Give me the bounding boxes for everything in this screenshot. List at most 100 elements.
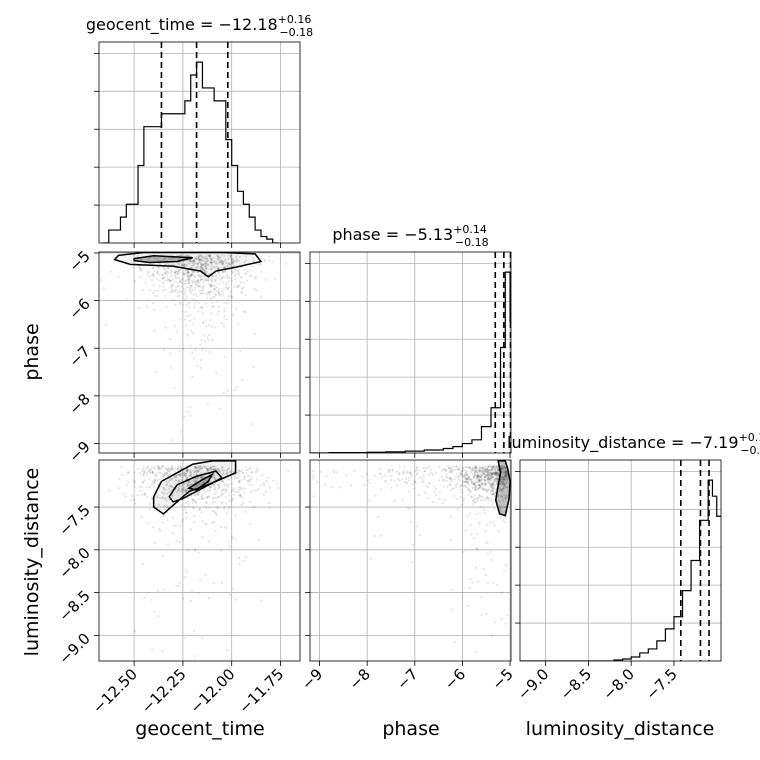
- sample-point: [486, 478, 489, 481]
- sample-point: [409, 472, 412, 475]
- sample-point: [191, 298, 194, 301]
- sample-point: [479, 478, 482, 481]
- sample-point: [133, 471, 136, 474]
- sample-point: [248, 483, 251, 486]
- sample-point: [201, 268, 205, 271]
- title-minus-error: −0.18: [455, 236, 489, 249]
- sample-point: [151, 266, 154, 269]
- sample-point: [487, 478, 491, 481]
- y-tick-label: −9.0: [55, 629, 93, 667]
- sample-point: [230, 258, 233, 261]
- sample-point: [211, 305, 214, 308]
- sample-point: [222, 270, 225, 273]
- sample-point: [153, 269, 156, 273]
- sample-point: [216, 468, 220, 471]
- sample-point: [441, 468, 444, 471]
- sample-point: [217, 306, 220, 309]
- sample-point: [493, 524, 496, 527]
- sample-point: [470, 533, 473, 536]
- sample-point: [496, 475, 499, 478]
- sample-point: [464, 485, 467, 488]
- sample-point: [175, 476, 178, 479]
- sample-point: [222, 281, 225, 284]
- sample-point: [448, 476, 451, 479]
- sample-point: [480, 482, 483, 485]
- sample-point: [171, 284, 174, 287]
- sample-point: [277, 487, 280, 490]
- sample-point: [193, 317, 196, 320]
- sample-point: [183, 264, 186, 268]
- sample-point: [468, 466, 471, 469]
- sample-point: [163, 491, 166, 494]
- sample-point: [187, 271, 190, 274]
- sample-point: [208, 254, 211, 257]
- sample-point: [214, 280, 217, 284]
- sample-point: [185, 511, 188, 514]
- sample-point: [217, 267, 220, 271]
- sample-point: [468, 478, 472, 481]
- sample-point: [185, 489, 188, 492]
- sample-point: [489, 473, 492, 476]
- contour-level-1: [133, 255, 193, 264]
- title-median: phase = −5.13: [332, 225, 453, 244]
- sample-point: [170, 467, 174, 470]
- sample-point: [194, 494, 197, 497]
- sample-point: [173, 280, 176, 284]
- sample-point: [486, 552, 490, 556]
- sample-point: [197, 310, 200, 313]
- sample-point: [504, 478, 507, 481]
- sample-point: [177, 480, 180, 483]
- sample-point: [216, 256, 219, 259]
- sample-point: [165, 262, 168, 266]
- sample-point: [368, 499, 371, 502]
- sample-point: [189, 285, 193, 288]
- sample-point: [143, 493, 146, 496]
- sample-point: [489, 476, 492, 479]
- sample-point: [492, 465, 495, 469]
- sample-point: [170, 465, 174, 468]
- sample-point: [428, 465, 431, 468]
- sample-point: [460, 473, 463, 476]
- sample-point: [482, 472, 486, 475]
- sample-point: [217, 483, 220, 487]
- sample-point: [213, 295, 216, 298]
- sample-point: [160, 491, 164, 494]
- sample-point: [502, 483, 505, 486]
- sample-point: [185, 272, 189, 275]
- sample-point: [413, 479, 416, 483]
- sample-point: [214, 262, 217, 265]
- sample-point: [216, 254, 220, 258]
- sample-point: [156, 589, 160, 593]
- sample-point: [206, 496, 209, 499]
- sample-point: [153, 294, 156, 298]
- sample-point: [496, 472, 499, 475]
- sample-point: [490, 484, 493, 487]
- sample-point: [484, 484, 487, 487]
- sample-point: [484, 469, 487, 472]
- sample-point: [188, 277, 191, 280]
- sample-point: [483, 508, 486, 511]
- sample-point: [187, 505, 190, 508]
- sample-point: [475, 497, 478, 501]
- sample-point: [467, 476, 470, 479]
- sample-point: [402, 472, 405, 475]
- sample-point: [230, 497, 233, 500]
- sample-point: [166, 480, 169, 483]
- sample-point: [183, 318, 186, 321]
- sample-point: [213, 287, 216, 290]
- sample-point: [207, 263, 210, 267]
- sample-point: [462, 485, 466, 488]
- sample-point: [209, 255, 212, 258]
- sample-point: [175, 276, 178, 279]
- sample-point: [190, 473, 193, 476]
- sample-point: [179, 261, 182, 265]
- sample-point: [492, 492, 495, 496]
- sample-point: [217, 495, 220, 499]
- sample-point: [495, 473, 498, 476]
- sample-point: [489, 490, 492, 493]
- sample-point: [484, 541, 487, 544]
- sample-point: [484, 573, 487, 577]
- sample-point: [497, 494, 500, 497]
- sample-point: [484, 482, 487, 485]
- sample-point: [379, 534, 382, 537]
